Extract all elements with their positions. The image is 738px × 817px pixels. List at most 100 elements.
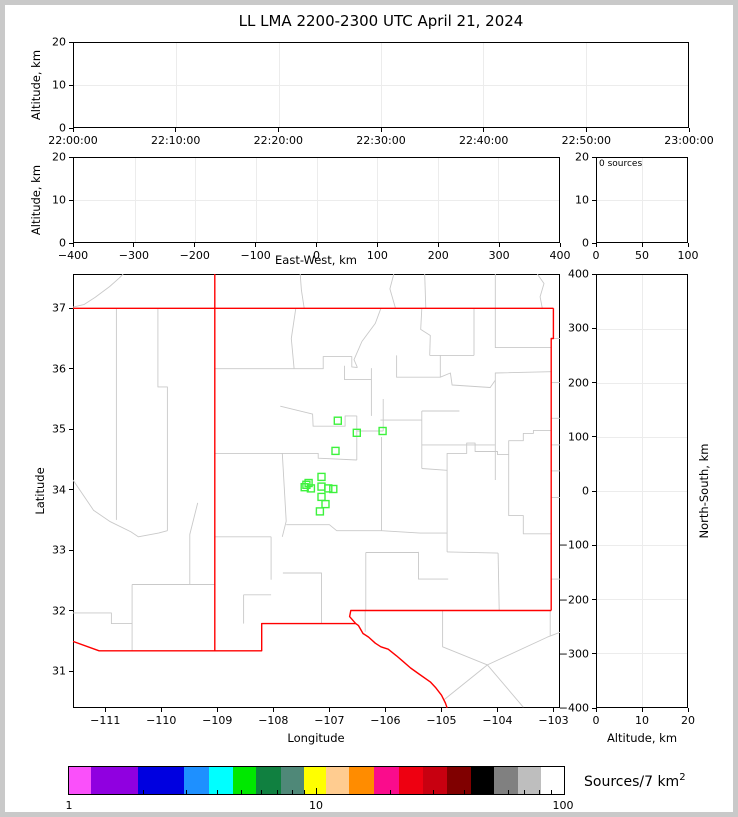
y-tick-mark [69, 428, 73, 430]
x-tick-mark [437, 243, 439, 247]
colorbar-minor-tick [464, 790, 466, 794]
colorbar-unit-text: Sources/7 km [584, 773, 680, 790]
y-tick-label: 0 [582, 484, 589, 498]
x-tick-mark [595, 708, 597, 712]
gridline-horizontal [597, 437, 687, 438]
y-tick-mark [592, 544, 596, 546]
x-tick-mark [688, 128, 690, 132]
gridline-horizontal [597, 599, 687, 600]
x-tick-label: −103 [538, 714, 569, 727]
colorbar-segment [69, 767, 91, 794]
x-tick-mark [272, 708, 274, 712]
x-tick-mark [595, 243, 597, 247]
ns-panel-x-axis-label: Altitude, km [606, 731, 678, 745]
time-panel-y-axis-label: Altitude, km [29, 49, 43, 121]
x-tick-label: −108 [258, 714, 289, 727]
gridline-horizontal [597, 545, 687, 546]
colorbar-minor-tick [260, 790, 262, 794]
y-tick-label: 20 [52, 150, 66, 164]
county-boundary-line [447, 551, 499, 554]
y-tick-mark [592, 382, 596, 383]
y-tick-mark [592, 156, 596, 158]
x-tick-label: 100 [677, 249, 699, 262]
colorbar-unit-superscript: 2 [679, 772, 686, 784]
x-tick-label: 0 [592, 249, 600, 262]
colorbar-minor-tick [488, 790, 490, 794]
x-tick-label: 22:00:00 [48, 134, 98, 147]
x-tick-label: 0 [592, 714, 600, 727]
y-tick-mark [592, 599, 596, 600]
x-tick-mark [216, 708, 218, 712]
y-tick-label: 31 [52, 664, 66, 678]
map-panel [73, 274, 560, 708]
gridline-horizontal [597, 653, 687, 654]
county-boundary-line [487, 631, 560, 666]
colorbar-tick-label: 1 [65, 799, 73, 812]
y-tick-mark [69, 549, 73, 551]
x-tick-mark [687, 708, 689, 712]
colorbar-segment [138, 767, 184, 794]
y-tick-mark [592, 707, 596, 709]
ew-height-panel [73, 157, 560, 243]
county-boundary-line [282, 572, 322, 624]
x-tick-label: 20 [681, 714, 695, 727]
y-tick-mark [69, 199, 73, 201]
x-tick-mark [72, 243, 74, 247]
x-tick-label: 300 [488, 249, 510, 262]
x-tick-mark [277, 128, 279, 132]
y-tick-mark [592, 199, 596, 201]
x-tick-mark [175, 128, 177, 132]
x-tick-mark [641, 708, 643, 712]
x-tick-label: 10 [635, 714, 649, 727]
gridline-horizontal [597, 383, 687, 384]
x-tick-label: −400 [57, 249, 89, 262]
y-tick-mark [592, 653, 596, 655]
county-boundary-line [389, 274, 396, 309]
county-boundary-line [497, 553, 500, 611]
colorbar-minor-tick [507, 790, 509, 794]
map-y-axis-label: Latitude [33, 467, 47, 515]
y-tick-label: 36 [52, 362, 66, 376]
county-boundary-line [420, 308, 431, 356]
lma-station-marker [331, 446, 340, 456]
lma-station-marker [333, 416, 342, 425]
county-boundary-line [536, 274, 545, 309]
x-tick-mark [440, 708, 442, 712]
y-tick-label: 10 [52, 193, 66, 207]
county-boundary-line [353, 308, 382, 368]
state-border-line [73, 622, 356, 652]
x-tick-label: 23:00:00 [664, 134, 714, 147]
y-tick-mark [69, 489, 73, 491]
y-tick-label: −100 [558, 538, 589, 552]
x-tick-label: −110 [146, 714, 177, 727]
lma-station-marker [300, 482, 309, 492]
lma-station-marker [321, 499, 330, 509]
x-tick-label: 22:40:00 [458, 134, 509, 147]
x-tick-label: 0 [313, 249, 320, 262]
x-tick-mark [104, 708, 106, 712]
y-tick-mark [69, 84, 73, 86]
y-tick-mark [69, 670, 73, 672]
source-count-annotation: 0 sources [599, 159, 643, 169]
colorbar [68, 766, 565, 795]
y-tick-label: 32 [52, 604, 66, 618]
gridline-horizontal [597, 491, 687, 492]
county-boundary-line [396, 355, 441, 378]
x-tick-label: −111 [90, 714, 121, 727]
colorbar-minor-tick [551, 790, 553, 794]
y-tick-label: −400 [558, 701, 589, 715]
y-tick-mark [592, 242, 596, 244]
y-tick-mark [592, 273, 596, 275]
lma-station-marker [324, 484, 333, 493]
y-tick-label: 0 [582, 236, 589, 250]
y-tick-mark [69, 41, 73, 43]
x-tick-label: 22:30:00 [356, 134, 406, 147]
ew-panel-y-axis-label: Altitude, km [29, 164, 43, 236]
x-tick-mark [255, 243, 257, 247]
county-boundary-line [294, 356, 358, 370]
ns-height-panel [596, 274, 688, 708]
colorbar-minor-tick [291, 790, 293, 794]
colorbar-minor-tick [217, 790, 219, 794]
colorbar-minor-tick [277, 790, 279, 794]
x-tick-mark [483, 128, 485, 132]
